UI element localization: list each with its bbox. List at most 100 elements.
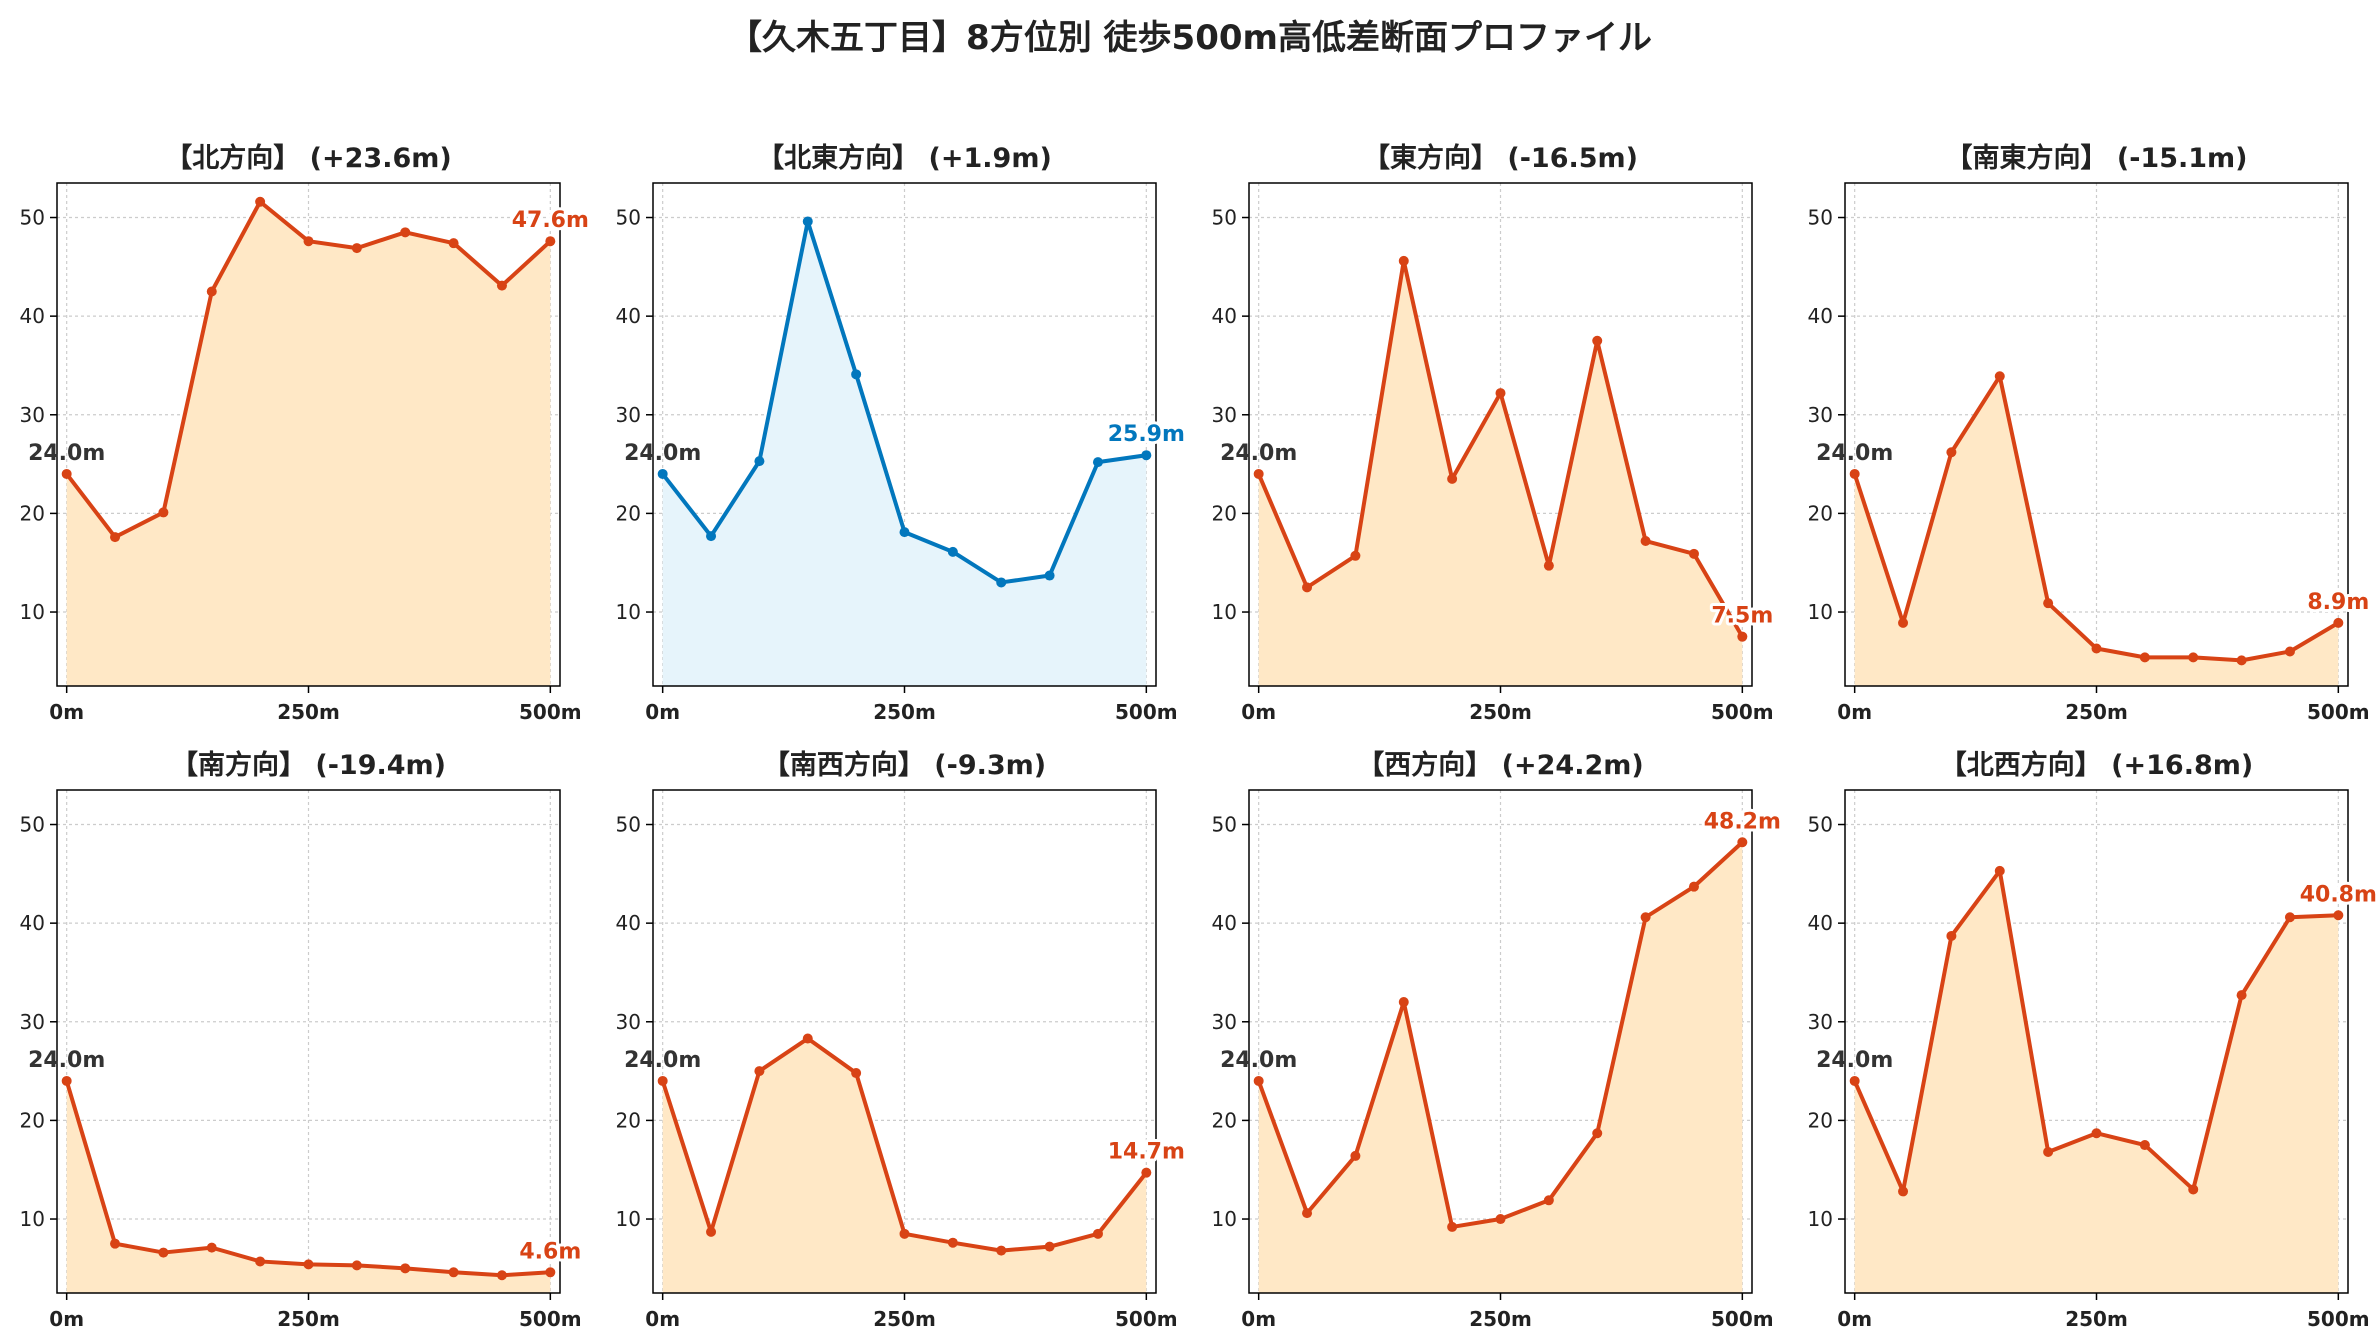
x-tick-label: 250m bbox=[2065, 1307, 2128, 1331]
y-tick-label: 20 bbox=[616, 1108, 641, 1132]
chart-title: 【北方向】 (+23.6m) bbox=[165, 142, 451, 174]
x-tick-label: 500m bbox=[1115, 700, 1178, 724]
data-point bbox=[706, 1226, 717, 1237]
data-point bbox=[448, 238, 459, 249]
y-tick-label: 40 bbox=[616, 911, 641, 935]
data-point bbox=[947, 1237, 958, 1248]
x-tick-label: 250m bbox=[873, 1307, 936, 1331]
x-tick-label: 500m bbox=[1711, 700, 1774, 724]
end-elevation-label-halo: 14.7m bbox=[1108, 1140, 1185, 1165]
data-point bbox=[1350, 1150, 1361, 1161]
data-point bbox=[657, 1075, 668, 1086]
start-elevation-label: 24.0m bbox=[28, 441, 105, 466]
data-point bbox=[1543, 560, 1554, 571]
data-point bbox=[2139, 1140, 2150, 1151]
data-point bbox=[1898, 1186, 1909, 1197]
x-tick-label: 250m bbox=[1469, 1307, 1532, 1331]
data-point bbox=[303, 1259, 314, 1270]
x-tick-label: 500m bbox=[2307, 700, 2370, 724]
data-point bbox=[1592, 335, 1603, 346]
data-point bbox=[2188, 652, 2199, 663]
data-point bbox=[351, 243, 362, 254]
data-point bbox=[1302, 582, 1313, 593]
x-tick-label: 250m bbox=[277, 700, 340, 724]
data-point bbox=[1253, 1075, 1264, 1086]
data-point bbox=[996, 577, 1007, 588]
x-tick-label: 0m bbox=[1241, 1307, 1276, 1331]
y-tick-label: 20 bbox=[20, 1108, 45, 1132]
x-tick-label: 0m bbox=[1241, 700, 1276, 724]
y-tick-label: 20 bbox=[1212, 501, 1237, 525]
area-fill bbox=[662, 221, 1147, 686]
y-tick-label: 10 bbox=[1808, 600, 1833, 624]
end-elevation-label: 48.2m bbox=[1704, 809, 1781, 834]
main-title: 【久木五丁目】8方位別 徒歩500m高低差断面プロファイル bbox=[728, 18, 1652, 58]
y-tick-label: 20 bbox=[1808, 1108, 1833, 1132]
data-point bbox=[2236, 990, 2247, 1001]
data-point bbox=[1141, 450, 1152, 461]
data-point bbox=[851, 369, 862, 380]
x-tick-label: 250m bbox=[873, 700, 936, 724]
end-elevation-label-halo: 4.6m bbox=[519, 1239, 581, 1264]
data-point bbox=[1092, 1228, 1103, 1239]
data-point bbox=[2236, 655, 2247, 666]
end-elevation-label: 25.9m bbox=[1108, 422, 1185, 447]
area-fill bbox=[662, 1038, 1147, 1293]
y-tick-label: 30 bbox=[20, 1010, 45, 1034]
data-point bbox=[1592, 1128, 1603, 1139]
data-point bbox=[400, 227, 411, 238]
data-point bbox=[496, 280, 507, 291]
end-elevation-label-halo: 7.5m bbox=[1711, 604, 1773, 629]
end-elevation-label-halo: 47.6m bbox=[512, 208, 589, 233]
data-point bbox=[1946, 447, 1957, 458]
area-fill bbox=[1258, 842, 1743, 1293]
x-tick-label: 0m bbox=[1837, 1307, 1872, 1331]
x-tick-label: 250m bbox=[1469, 700, 1532, 724]
data-point bbox=[996, 1245, 1007, 1256]
y-tick-label: 10 bbox=[616, 600, 641, 624]
data-point bbox=[448, 1267, 459, 1278]
data-point bbox=[1495, 1214, 1506, 1225]
end-elevation-label: 4.6m bbox=[519, 1239, 581, 1264]
data-point bbox=[1398, 997, 1409, 1008]
data-point bbox=[2284, 646, 2295, 657]
y-tick-label: 10 bbox=[1212, 1207, 1237, 1231]
end-elevation-label: 14.7m bbox=[1108, 1140, 1185, 1165]
data-point bbox=[158, 1247, 169, 1258]
area-fill bbox=[66, 201, 551, 687]
y-tick-label: 20 bbox=[616, 501, 641, 525]
data-point bbox=[657, 468, 668, 479]
data-point bbox=[1350, 550, 1361, 561]
data-point bbox=[1495, 388, 1506, 399]
data-point bbox=[1994, 371, 2005, 382]
y-tick-label: 50 bbox=[616, 206, 641, 230]
area-fill bbox=[1854, 870, 2339, 1293]
x-tick-label: 500m bbox=[1711, 1307, 1774, 1331]
data-point bbox=[158, 507, 169, 518]
x-tick-label: 0m bbox=[645, 700, 680, 724]
data-point bbox=[1849, 468, 1860, 479]
x-tick-label: 500m bbox=[2307, 1307, 2370, 1331]
x-tick-label: 0m bbox=[1837, 700, 1872, 724]
y-tick-label: 10 bbox=[1212, 600, 1237, 624]
start-elevation-label: 24.0m bbox=[1220, 1048, 1297, 1073]
y-tick-label: 40 bbox=[1212, 911, 1237, 935]
data-point bbox=[1044, 570, 1055, 581]
data-point bbox=[1253, 468, 1264, 479]
data-point bbox=[1640, 912, 1651, 923]
x-tick-label: 0m bbox=[49, 1307, 84, 1331]
x-tick-label: 500m bbox=[519, 700, 582, 724]
data-point bbox=[1141, 1167, 1152, 1178]
data-point bbox=[899, 527, 910, 538]
chart-title: 【南西方向】 (-9.3m) bbox=[763, 749, 1046, 781]
data-point bbox=[2188, 1184, 2199, 1195]
y-tick-label: 30 bbox=[616, 403, 641, 427]
chart-title: 【北東方向】 (+1.9m) bbox=[757, 142, 1052, 174]
data-point bbox=[1737, 631, 1748, 642]
data-point bbox=[802, 1033, 813, 1044]
y-tick-label: 30 bbox=[1808, 1010, 1833, 1034]
